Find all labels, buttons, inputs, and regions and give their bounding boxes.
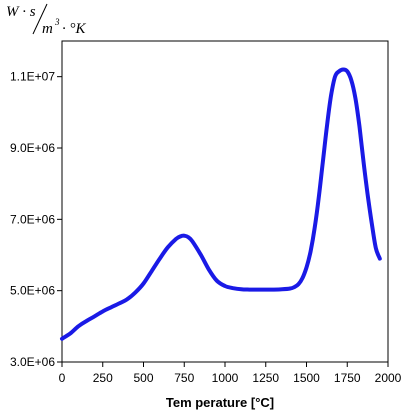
x-axis: 0 250 500 750 1000 1250 1500 1750 2000 [59,362,402,385]
x-tick-label: 1000 [212,371,239,385]
y-tick-label: 3.0E+06 [10,355,55,369]
x-tick-label: 1500 [293,371,320,385]
x-tick-label: 500 [133,371,153,385]
series-layer [60,67,382,341]
unit-denominator: m [42,21,53,37]
x-tick-label: 1750 [334,371,361,385]
unit-numerator: W · s [6,4,36,20]
x-tick-label: 0 [59,371,66,385]
y-axis-unit-label: W · s m 3 · °K [6,3,86,37]
unit-fraction-slash [32,3,48,35]
plot-area [61,40,389,363]
series-line [60,67,382,341]
y-tick-label: 1.1E+07 [10,70,55,84]
x-axis-title: Tem perature [°C] [166,395,274,410]
unit-denominator-exponent: 3 [54,17,60,27]
y-tick-label: 7.0E+06 [10,212,55,226]
y-tick-label: 5.0E+06 [10,284,55,298]
plot-frame [61,40,389,363]
x-tick-label: 750 [174,371,194,385]
y-axis: 3.0E+06 5.0E+06 7.0E+06 9.0E+06 1.1E+07 [10,70,62,369]
x-tick-label: 250 [93,371,113,385]
y-tick-label: 9.0E+06 [10,141,55,155]
unit-denominator-rest: · °K [62,21,86,37]
x-tick-label: 2000 [375,371,402,385]
x-tick-label: 1250 [252,371,279,385]
